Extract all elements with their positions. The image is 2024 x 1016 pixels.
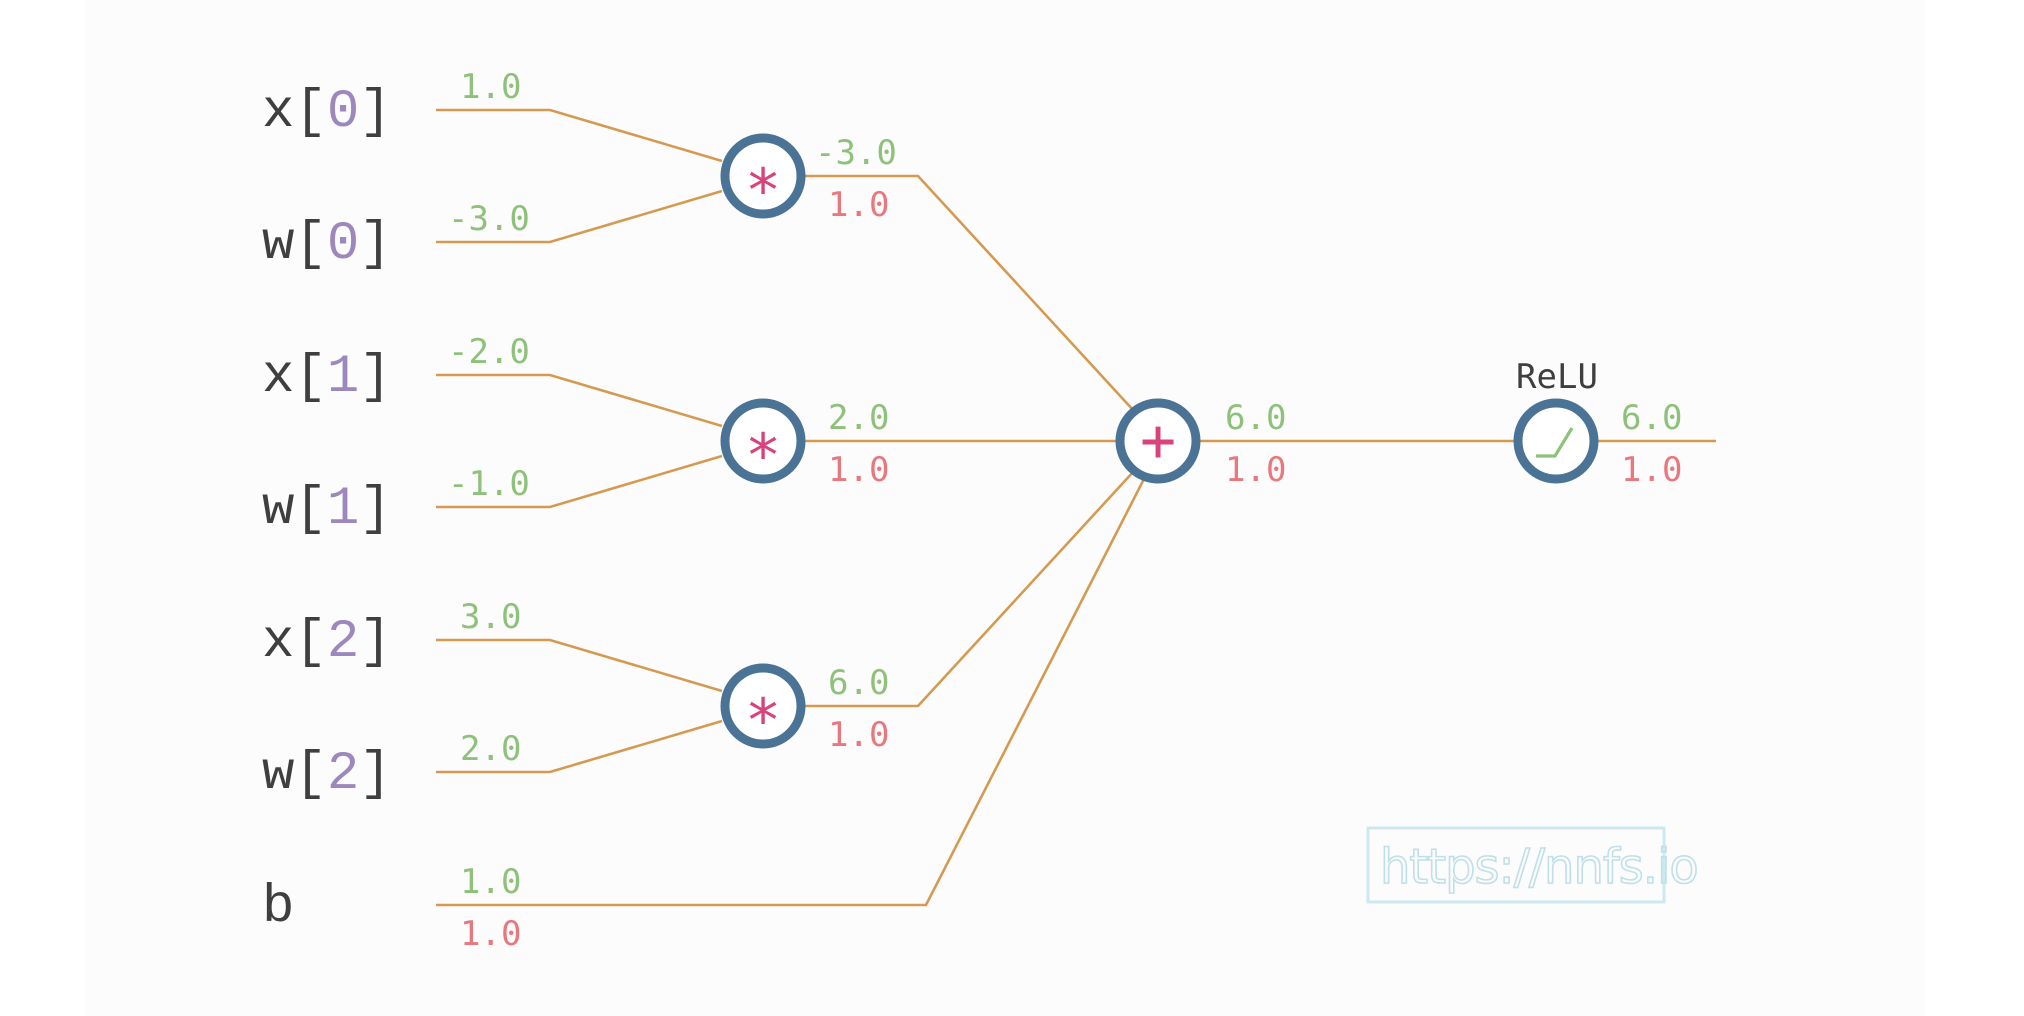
mul-node-1: * 2.0 1.0 [720,398,889,491]
wire-w2 [436,719,723,774]
watermark-text: https://nnfs.io [1380,839,1698,895]
wire-x1 [436,373,723,428]
watermark: https://nnfs.io [1366,826,1700,904]
input-value-w0: -3.0 [448,199,530,239]
input-value-x0: 1.0 [460,67,521,107]
multiply-icon: * [745,421,781,491]
wire-x2 [436,638,723,693]
wires [436,108,1716,907]
bias-value: 1.0 [460,862,521,902]
input-value-x1: -2.0 [448,332,530,372]
wire-w1 [436,454,723,509]
input-value-x2: 3.0 [460,597,521,637]
diagram-background [85,0,1925,1016]
wire-mul0-out [800,174,1135,412]
mul-node-1-ring [720,398,806,484]
mul-node-0-gradient: 1.0 [828,185,889,225]
relu-node-gradient: 1.0 [1621,450,1682,490]
input-label-w2: w[2] [262,744,392,805]
mul-node-2-gradient: 1.0 [828,715,889,755]
relu-label: ReLU [1516,357,1598,397]
input-value-w2: 2.0 [460,729,521,769]
input-label-w1: w[1] [262,479,392,540]
input-value-w1: -1.0 [448,464,530,504]
sum-node-value: 6.0 [1225,398,1286,438]
inputs: x[0] 1.0 w[0] -3.0 x[1] -2.0 w[1] -1.0 x… [262,67,530,954]
input-label-x2: x[2] [262,612,392,673]
mul-node-0-value: -3.0 [815,133,897,173]
mul-node-2-value: 6.0 [828,663,889,703]
mul-node-0: * -3.0 1.0 [720,133,897,226]
relu-icon [1536,427,1574,458]
wire-w0 [436,189,723,244]
mul-node-2: * 6.0 1.0 [720,663,889,756]
input-label-x1: x[1] [262,347,392,408]
wire-bias [436,476,1147,907]
bias-gradient: 1.0 [460,914,521,954]
multiply-icon: * [745,686,781,756]
relu-node-ring [1513,398,1599,484]
wire-mul2-out [800,470,1135,708]
relu-node-value: 6.0 [1621,398,1682,438]
input-label-w0: w[0] [262,214,392,275]
wire-x0 [436,108,723,163]
mul-node-0-ring [720,133,806,219]
sum-node-ring [1115,398,1201,484]
multiply-icon: * [745,156,781,226]
sum-node: + 6.0 1.0 [1115,398,1286,490]
mul-node-1-gradient: 1.0 [828,450,889,490]
mul-node-2-ring [720,663,806,749]
input-label-b: b [262,877,294,938]
plus-icon: + [1140,406,1176,476]
watermark-box [1366,826,1666,904]
input-label-x0: x[0] [262,82,392,143]
sum-node-gradient: 1.0 [1225,450,1286,490]
relu-node: ReLU 6.0 1.0 [1513,357,1682,490]
mul-node-1-value: 2.0 [828,398,889,438]
